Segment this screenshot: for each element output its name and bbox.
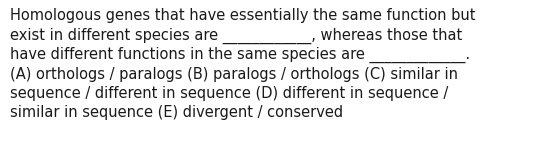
Text: exist in different species are ____________, whereas those that: exist in different species are _________… — [10, 28, 462, 44]
Text: have different functions in the same species are _____________.: have different functions in the same spe… — [10, 47, 470, 63]
Text: Homologous genes that have essentially the same function but: Homologous genes that have essentially t… — [10, 8, 475, 23]
Text: sequence / different in sequence (D) different in sequence /: sequence / different in sequence (D) dif… — [10, 86, 448, 101]
Text: (A) orthologs / paralogs (B) paralogs / orthologs (C) similar in: (A) orthologs / paralogs (B) paralogs / … — [10, 66, 458, 81]
Text: similar in sequence (E) divergent / conserved: similar in sequence (E) divergent / cons… — [10, 106, 343, 121]
